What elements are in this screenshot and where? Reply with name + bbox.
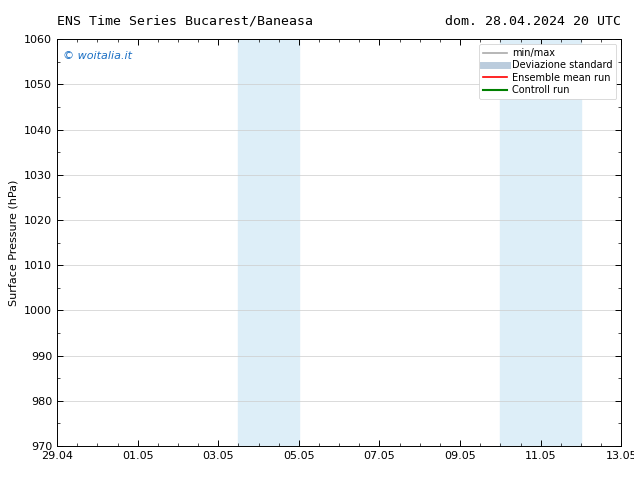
Text: dom. 28.04.2024 20 UTC: dom. 28.04.2024 20 UTC xyxy=(445,15,621,28)
Text: ENS Time Series Bucarest/Baneasa: ENS Time Series Bucarest/Baneasa xyxy=(57,15,313,28)
Bar xyxy=(238,39,299,446)
Y-axis label: Surface Pressure (hPa): Surface Pressure (hPa) xyxy=(8,179,18,306)
Text: © woitalia.it: © woitalia.it xyxy=(63,51,132,61)
Bar xyxy=(500,39,581,446)
Legend: min/max, Deviazione standard, Ensemble mean run, Controll run: min/max, Deviazione standard, Ensemble m… xyxy=(479,44,616,99)
